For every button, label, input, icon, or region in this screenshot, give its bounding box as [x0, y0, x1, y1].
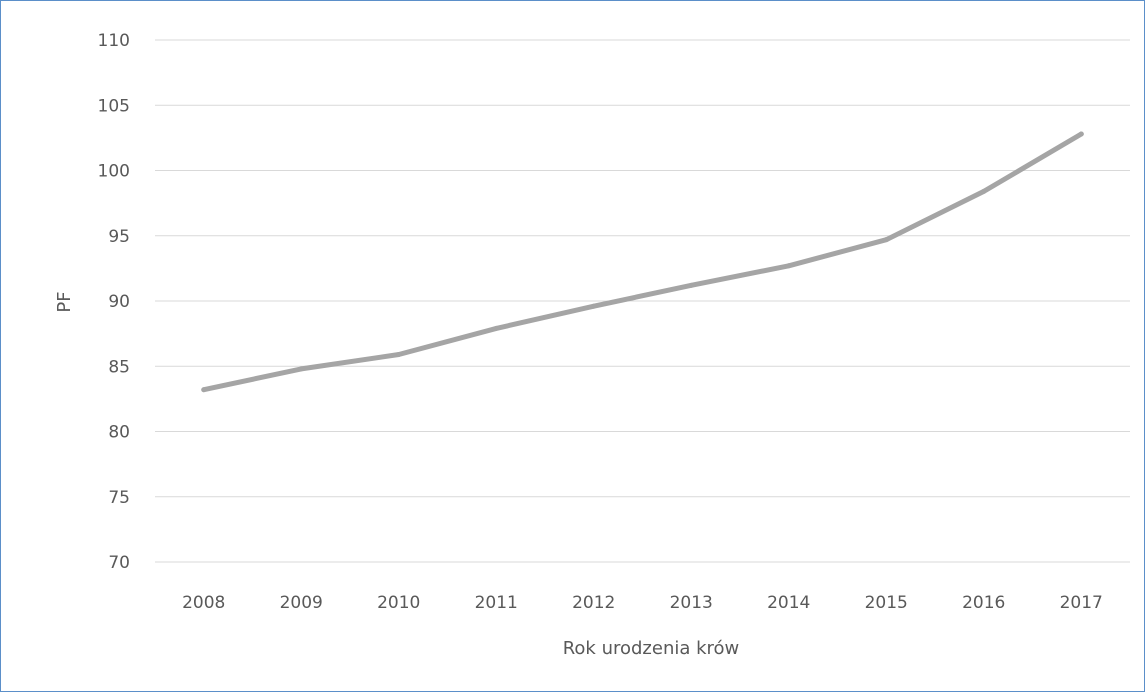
series-line: [201, 131, 1084, 393]
x-tick-label: 2008: [182, 593, 225, 613]
series-layer: [201, 131, 1084, 393]
y-axis-title: PF: [54, 291, 75, 312]
data-point: [396, 352, 402, 358]
y-tick-label: 95: [108, 227, 130, 247]
data-point: [493, 325, 499, 331]
data-point: [201, 387, 207, 393]
x-tick-label: 2016: [962, 593, 1005, 613]
y-tick-label: 105: [98, 96, 130, 116]
data-point: [591, 303, 597, 309]
data-point: [688, 282, 694, 288]
x-tick-label: 2009: [280, 593, 323, 613]
x-tick-label: 2010: [377, 593, 420, 613]
y-tick-label: 110: [98, 31, 130, 51]
y-tick-label: 100: [98, 162, 130, 182]
data-point: [1078, 131, 1084, 137]
y-tick-label: 70: [108, 553, 130, 573]
x-tick-label: 2012: [572, 593, 615, 613]
data-point: [298, 366, 304, 372]
data-point: [786, 263, 792, 269]
y-axis-ticks: 70 75 80 85 90 95 100 105 110: [98, 31, 130, 573]
data-point: [883, 237, 889, 243]
x-tick-label: 2017: [1060, 593, 1103, 613]
x-tick-label: 2011: [475, 593, 518, 613]
y-tick-label: 75: [108, 488, 130, 508]
y-tick-label: 85: [108, 357, 130, 377]
x-tick-label: 2014: [767, 593, 810, 613]
gridlines: [155, 39, 1130, 563]
data-point: [981, 188, 987, 194]
x-tick-label: 2015: [865, 593, 908, 613]
y-tick-label: 80: [108, 423, 130, 443]
x-axis-title: Rok urodzenia krów: [563, 638, 740, 659]
y-tick-label: 90: [108, 292, 130, 312]
x-tick-label: 2013: [670, 593, 713, 613]
x-axis-ticks: 2008 2009 2010 2011 2012 2013 2014 2015 2016 2017: [182, 593, 1103, 613]
